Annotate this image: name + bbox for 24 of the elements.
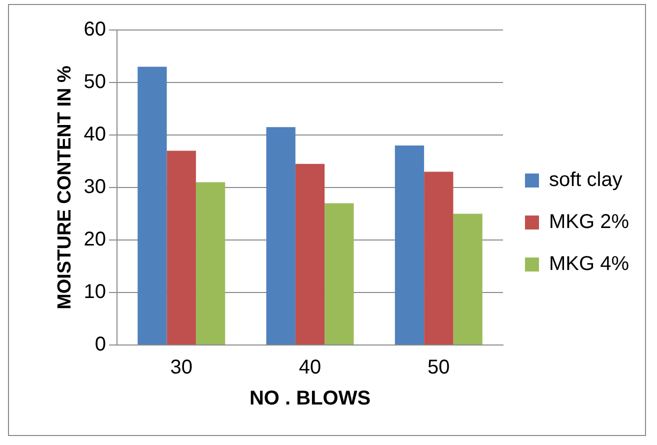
legend-label: soft clay [548,169,622,192]
x-tick-label: 40 [298,356,322,379]
x-axis-title: NO . BLOWS [249,388,371,410]
bar [394,146,424,344]
y-tick-label: 50 [84,71,106,94]
bar [324,203,354,344]
y-tick-label: 20 [84,228,106,251]
legend-label: MKG 4% [548,253,630,276]
y-tick-label: 10 [84,281,106,304]
bar [166,150,196,344]
bar [138,66,167,344]
bar [196,182,226,344]
x-tick-label: 30 [170,356,192,379]
bar [453,214,482,344]
y-tick-label: 30 [84,176,106,198]
y-tick-label: 40 [84,124,106,146]
bar [424,172,454,344]
bar [266,127,296,344]
x-tick-label: 50 [428,356,450,379]
legend-label: MKG 2% [548,211,630,234]
y-tick-label: 0 [94,334,106,356]
bar [295,164,325,344]
y-axis-title: MOISTURE CONTENT IN % [54,65,76,310]
y-tick-label: 60 [84,18,106,41]
